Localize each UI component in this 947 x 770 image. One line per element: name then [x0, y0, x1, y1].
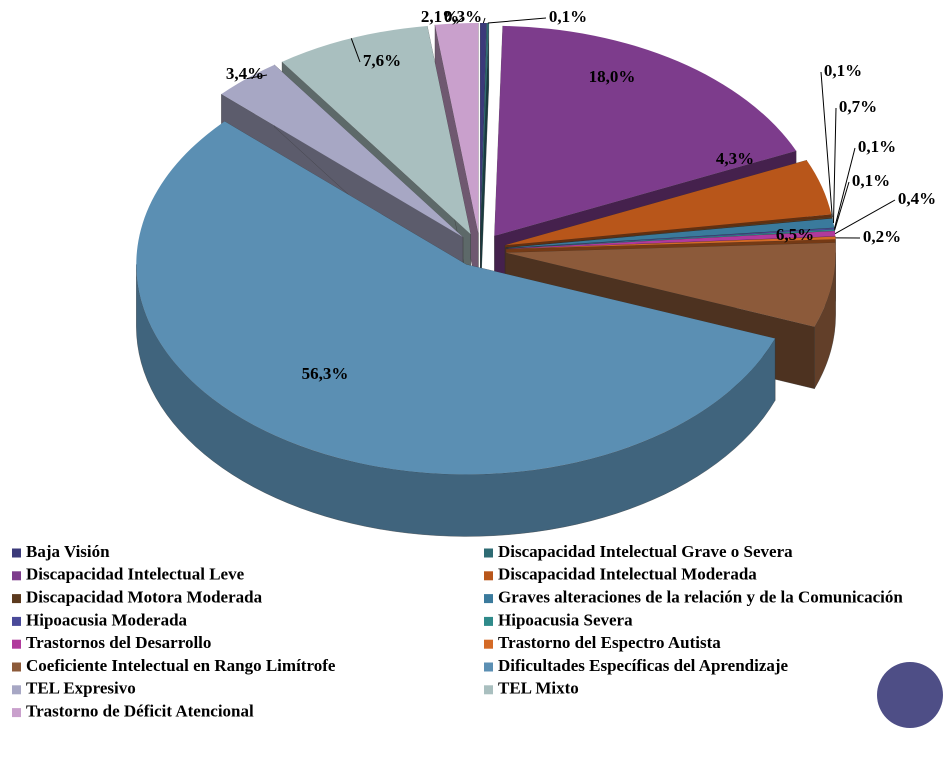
slice-top: [505, 236, 836, 250]
legend-swatch: [484, 571, 493, 581]
legend-swatch: [484, 639, 493, 649]
legend-swatch: [12, 639, 21, 649]
data-label: 0,1%: [858, 137, 896, 156]
legend-label: TEL Expresivo: [26, 679, 136, 698]
slice-top: [505, 218, 835, 248]
slice-top: [480, 23, 489, 234]
data-label: 6,5%: [776, 225, 814, 244]
leader-line: [832, 107, 837, 224]
legend-swatch: [12, 685, 21, 695]
leader-line: [456, 17, 463, 24]
legend-swatch: [12, 548, 21, 558]
legend-label: Trastorno del Espectro Autista: [498, 633, 721, 652]
legend-swatch: [484, 594, 493, 604]
legend-swatch: [12, 708, 21, 718]
slice-top: [434, 23, 479, 234]
legend-label: Discapacidad Motora Moderada: [26, 588, 263, 607]
data-label: 0,3%: [444, 7, 482, 26]
leader-line: [820, 71, 833, 218]
data-label: 56,3%: [302, 364, 349, 383]
decor-circle: [877, 662, 943, 728]
legend-label: Discapacidad Intelectual Grave o Severa: [498, 542, 793, 561]
legend-label: Baja Visión: [26, 542, 110, 561]
legend-label: Discapacidad Intelectual Moderada: [498, 565, 757, 584]
legend-label: Discapacidad Intelectual Leve: [26, 565, 245, 584]
legend-swatch: [484, 548, 493, 558]
data-label: 2,1%: [421, 7, 459, 26]
leader-line: [246, 74, 268, 80]
legend-swatch: [484, 662, 493, 672]
legend-label: Hipoacusia Moderada: [26, 610, 188, 629]
slice-top: [480, 23, 487, 234]
slice-top: [505, 228, 835, 249]
data-label: 0,7%: [839, 97, 877, 116]
legend-swatch: [12, 616, 21, 626]
legend-swatch: [12, 662, 21, 672]
legend-swatch: [484, 616, 493, 626]
slice-top: [494, 25, 797, 236]
data-label: 0,4%: [898, 189, 936, 208]
slice-top: [505, 216, 833, 248]
data-label: 3,4%: [226, 64, 264, 83]
pie: 0,3% 0,1% 18,0% 4,3% 0,1% 0,7% 0,1% 0,1% 0,4% 0,2…: [136, 7, 936, 537]
legend-label: Trastorno de Déficit Atencional: [26, 702, 254, 721]
slice-top: [282, 25, 471, 235]
legend: Baja Visión Discapacidad Intelectual Grav…: [12, 542, 903, 721]
data-label: 0,1%: [824, 61, 862, 80]
legend-label: Trastornos del Desarrollo: [26, 633, 211, 652]
legend-label: Graves alteraciones de la relación y de …: [498, 588, 903, 607]
legend-swatch: [12, 571, 21, 581]
slice-top: [505, 242, 836, 327]
slice-top: [504, 160, 832, 246]
leader-line: [350, 38, 361, 63]
data-label: 4,3%: [716, 149, 754, 168]
legend-label: TEL Mixto: [498, 679, 579, 698]
slice-top: [136, 121, 776, 475]
leader-line: [834, 181, 850, 231]
legend-swatch: [484, 685, 493, 695]
leader-line: [487, 17, 547, 24]
legend-label: Dificultades Específicas del Aprendizaje: [498, 656, 789, 675]
legend-label: Hipoacusia Severa: [498, 610, 633, 629]
data-label: 18,0%: [589, 67, 636, 86]
data-label: 7,6%: [363, 51, 401, 70]
leader-line: [833, 147, 856, 229]
legend-label: Coeficiente Intelectual en Rango Limítro…: [26, 656, 336, 675]
slice-top: [505, 231, 836, 249]
leader-line: [482, 17, 486, 24]
slice-top: [505, 229, 835, 249]
data-label: 0,1%: [852, 171, 890, 190]
slice-top: [221, 64, 463, 238]
data-label: 0,1%: [549, 7, 587, 26]
legend-swatch: [12, 594, 21, 604]
data-label: 0,2%: [863, 227, 901, 246]
leader-line: [834, 199, 896, 235]
